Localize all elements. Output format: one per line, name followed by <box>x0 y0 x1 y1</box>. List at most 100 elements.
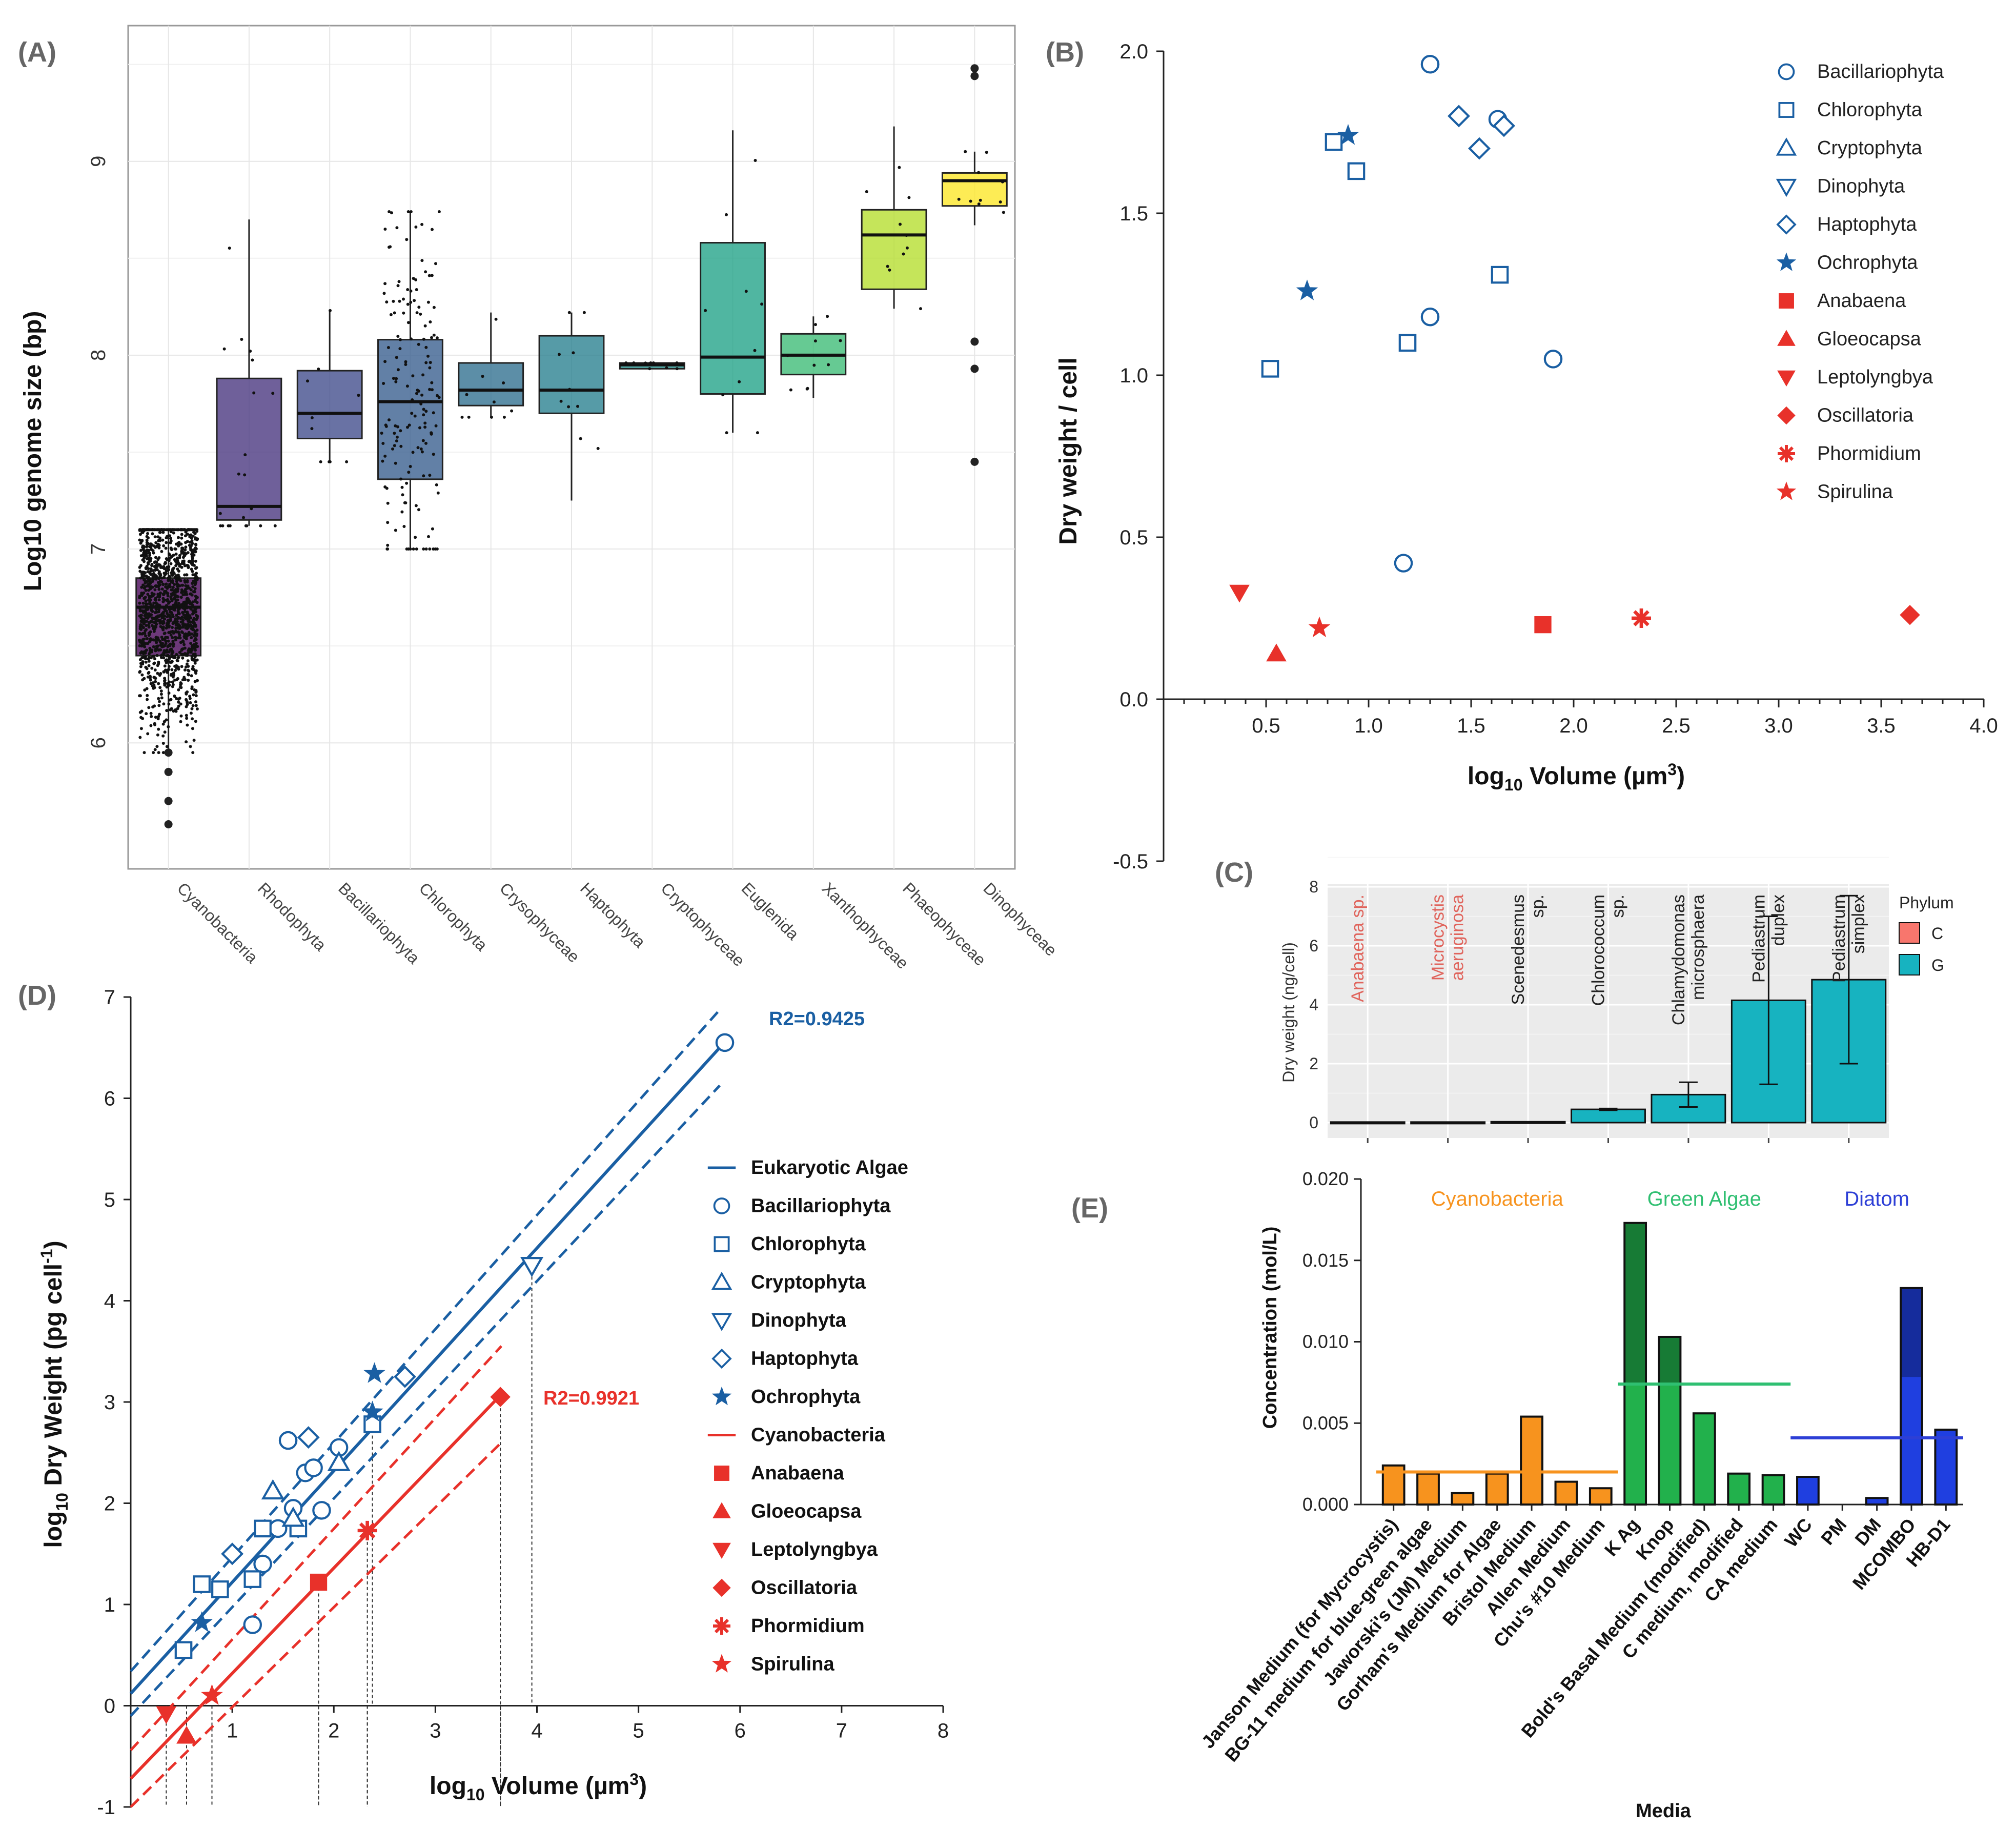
data-point <box>156 535 160 539</box>
data-point <box>164 585 168 588</box>
data-point <box>190 707 194 710</box>
data-point <box>492 400 496 404</box>
data-point <box>384 423 388 427</box>
x-tick-label: 1.0 <box>1354 715 1383 737</box>
data-point <box>183 668 187 672</box>
data-point <box>154 601 158 605</box>
data-point <box>147 612 151 616</box>
bar <box>1554 1480 1578 1506</box>
legend-marker-triangle-down <box>711 1313 732 1331</box>
panel-a-y-axis-title: Log10 genome size (bp) <box>19 311 47 592</box>
legend-marker-circle-shape <box>1778 63 1795 80</box>
data-point <box>399 338 402 341</box>
data-point <box>168 624 171 627</box>
group-label: Diatom <box>1844 1188 1909 1210</box>
data-point <box>428 388 432 391</box>
data-point <box>181 622 185 625</box>
data-point <box>196 615 199 618</box>
data-point <box>398 299 401 303</box>
data-point <box>166 592 169 595</box>
legend-marker-triangle <box>711 1271 732 1290</box>
data-point <box>317 368 320 371</box>
bar-label: Anabaena sp. <box>1348 895 1368 1002</box>
data-point <box>176 707 179 710</box>
data-point-circle <box>715 1033 735 1052</box>
data-point <box>170 653 174 656</box>
data-point <box>177 665 180 669</box>
x-tick-label: 0.5 <box>1252 715 1280 737</box>
data-point <box>142 637 146 641</box>
data-point <box>186 551 190 555</box>
data-point <box>430 274 434 277</box>
data-point <box>167 725 170 728</box>
data-point <box>189 620 192 624</box>
data-point <box>242 516 245 519</box>
data-point <box>919 307 922 311</box>
legend-label: Bacillariophyta <box>1817 61 1944 83</box>
data-point <box>165 626 168 630</box>
data-point <box>420 393 424 397</box>
data-point <box>158 619 162 622</box>
data-point <box>144 585 147 588</box>
data-point <box>184 610 187 614</box>
panel-e-y-axis-title: Concentration (mol/L) <box>1259 1227 1281 1429</box>
data-point <box>559 399 563 403</box>
data-point <box>329 309 332 312</box>
data-point <box>434 424 438 428</box>
data-point <box>180 653 184 656</box>
legend-label: Dinophyta <box>751 1310 847 1331</box>
data-point <box>905 246 909 250</box>
data-point <box>160 636 164 639</box>
data-point <box>411 374 415 378</box>
data-point-triangle-filled <box>1266 643 1287 662</box>
data-point <box>306 379 309 383</box>
data-point <box>185 705 188 708</box>
panel-d-points <box>156 1033 735 1744</box>
data-point-diamond <box>1493 114 1515 137</box>
legend-marker-circle <box>713 1197 730 1214</box>
data-point <box>143 614 147 617</box>
data-point <box>181 619 185 622</box>
data-point <box>420 259 424 262</box>
data-point-circle-shape <box>269 1519 288 1538</box>
data-point-diamond-filled-shape <box>1900 604 1920 625</box>
data-point <box>168 680 171 684</box>
data-point <box>142 751 146 755</box>
data-point <box>390 211 393 215</box>
data-point <box>389 313 393 316</box>
y-tick-label: 0.015 <box>1302 1250 1349 1271</box>
data-point <box>186 540 189 543</box>
data-point <box>431 228 434 231</box>
data-point-triangle-filled-shape <box>176 1725 197 1744</box>
data-point <box>164 546 168 550</box>
data-point <box>176 559 179 562</box>
y-tick-label: 6 <box>1309 937 1318 955</box>
data-point <box>888 268 891 272</box>
bar <box>1330 1121 1406 1125</box>
legend-marker-diamond-filled <box>712 1578 731 1597</box>
data-point <box>437 396 441 399</box>
data-point <box>190 674 193 678</box>
data-point-star-filled <box>201 1684 223 1705</box>
data-point-star-filled-shape <box>201 1684 223 1705</box>
data-point <box>169 633 173 637</box>
data-point <box>160 550 164 553</box>
data-point <box>905 234 908 237</box>
data-point <box>146 532 149 535</box>
data-point-square-shape <box>211 1580 229 1598</box>
data-point <box>400 485 404 489</box>
panel-c-bars: Anabaena sp. Microcystis aeruginosa Scenede… <box>1330 884 1887 1143</box>
data-point <box>405 238 409 241</box>
data-point <box>502 415 506 419</box>
data-point <box>150 562 154 566</box>
data-point-circle <box>269 1519 288 1538</box>
data-point-star-filled <box>361 1400 383 1421</box>
data-point <box>814 323 817 327</box>
data-point <box>153 686 156 689</box>
data-point <box>175 620 179 623</box>
data-point <box>191 600 195 604</box>
data-point <box>430 381 434 384</box>
data-point <box>725 431 728 435</box>
data-point <box>406 302 410 306</box>
data-point <box>175 614 178 617</box>
